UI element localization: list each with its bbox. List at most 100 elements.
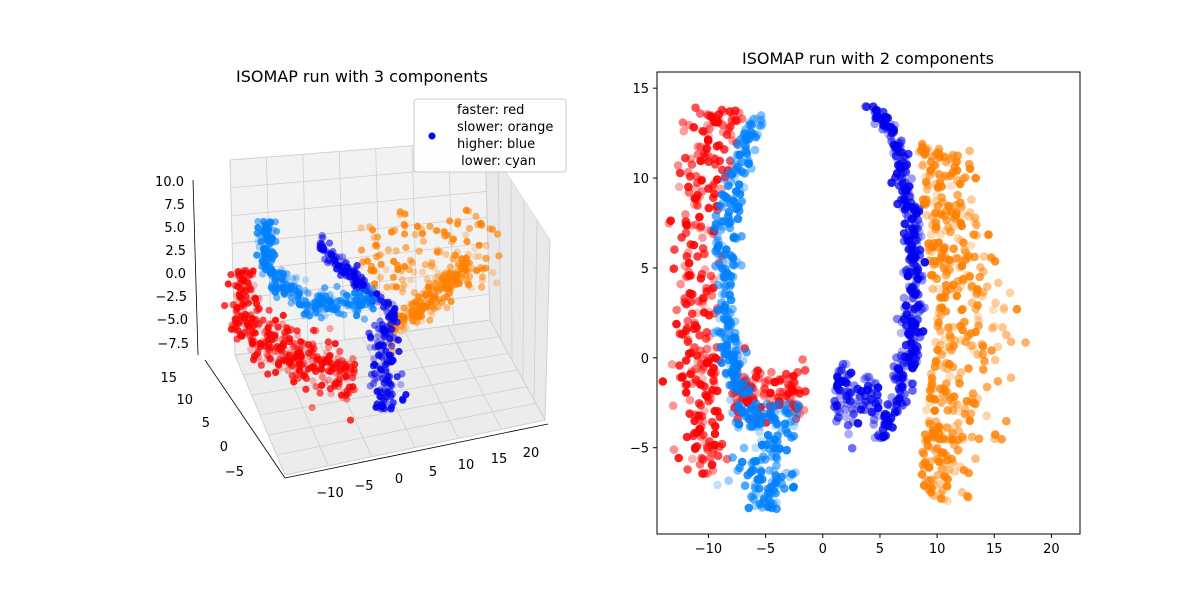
point-slower: [415, 247, 423, 255]
point-slower: [402, 244, 410, 252]
point-faster: [693, 190, 702, 200]
point-slower: [493, 279, 501, 287]
point-faster: [781, 398, 791, 408]
point-lower: [782, 468, 791, 478]
point-faster: [685, 172, 695, 181]
point-lower: [292, 273, 301, 281]
point-lower: [722, 341, 731, 350]
point-higher: [374, 332, 382, 340]
point-faster: [690, 200, 699, 209]
point-lower: [254, 237, 262, 245]
point-slower: [400, 304, 408, 312]
point-faster: [286, 335, 294, 343]
point-lower: [774, 399, 784, 408]
point-slower: [939, 293, 948, 302]
point-higher: [395, 347, 403, 356]
point-lower: [325, 297, 334, 305]
point-faster: [693, 201, 702, 211]
point-higher: [903, 271, 913, 281]
point-faster: [227, 271, 235, 279]
point-faster: [690, 416, 699, 426]
point-slower: [1012, 304, 1022, 314]
point-faster: [674, 182, 684, 192]
point-lower: [744, 156, 753, 166]
y-tick-label: 10: [632, 172, 649, 187]
point-faster: [261, 342, 269, 350]
point-higher: [864, 401, 874, 410]
point-higher: [887, 178, 896, 187]
point-slower: [931, 357, 941, 366]
point-slower: [954, 374, 963, 383]
point-higher: [841, 412, 851, 422]
point-lower: [265, 240, 273, 248]
point-faster: [695, 460, 705, 469]
point-lower: [751, 501, 760, 511]
y-axis-line: [204, 359, 286, 479]
point-faster: [708, 448, 717, 458]
point-higher: [832, 417, 841, 426]
point-faster: [277, 342, 285, 351]
point-slower: [400, 281, 408, 289]
point-faster: [709, 182, 719, 192]
point-higher: [900, 303, 909, 312]
point-faster: [683, 316, 693, 326]
point-lower: [283, 270, 291, 278]
point-higher: [334, 255, 342, 264]
point-higher: [860, 374, 869, 384]
point-slower: [460, 266, 468, 274]
point-faster: [694, 399, 704, 408]
point-higher: [889, 127, 899, 137]
point-lower: [333, 282, 341, 291]
point-higher: [382, 360, 390, 369]
point-faster: [317, 365, 325, 373]
point-faster: [702, 328, 712, 337]
point-slower: [925, 419, 934, 429]
point-lower: [732, 166, 742, 175]
point-higher: [861, 102, 870, 111]
point-slower: [974, 316, 983, 325]
point-higher: [846, 368, 856, 378]
point-faster: [686, 369, 695, 379]
point-slower: [407, 276, 415, 284]
point-faster: [693, 411, 703, 421]
point-higher: [900, 178, 910, 187]
point-faster: [760, 377, 770, 387]
point-lower: [258, 262, 266, 271]
point-faster: [689, 123, 699, 132]
point-slower: [407, 300, 415, 308]
point-faster: [693, 150, 703, 159]
point-slower: [947, 181, 956, 191]
point-lower: [730, 260, 739, 270]
point-faster: [725, 107, 735, 116]
point-lower: [369, 285, 377, 293]
point-slower: [366, 223, 374, 231]
point-higher: [853, 384, 862, 394]
point-lower: [723, 268, 732, 278]
point-faster: [694, 297, 703, 306]
point-higher: [914, 307, 924, 317]
point-slower: [458, 255, 466, 263]
point-lower: [727, 155, 736, 164]
point-higher: [874, 397, 883, 406]
point-lower: [715, 201, 724, 211]
point-slower: [407, 314, 415, 322]
point-faster: [326, 325, 334, 333]
point-lower: [749, 494, 758, 504]
point-slower: [398, 288, 407, 296]
point-faster: [681, 356, 691, 365]
point-lower: [742, 348, 751, 357]
point-lower: [733, 168, 742, 177]
point-faster: [785, 394, 795, 403]
point-higher: [369, 380, 378, 388]
point-slower: [949, 244, 958, 253]
x-tick-label: 0: [819, 542, 827, 557]
point-slower: [972, 220, 981, 230]
point-slower: [430, 294, 438, 303]
point-slower: [953, 446, 963, 455]
point-higher: [830, 396, 839, 406]
point-higher: [853, 388, 862, 397]
point-faster: [667, 360, 677, 369]
point-faster: [341, 366, 350, 374]
point-higher: [342, 272, 350, 280]
point-faster: [294, 374, 302, 382]
